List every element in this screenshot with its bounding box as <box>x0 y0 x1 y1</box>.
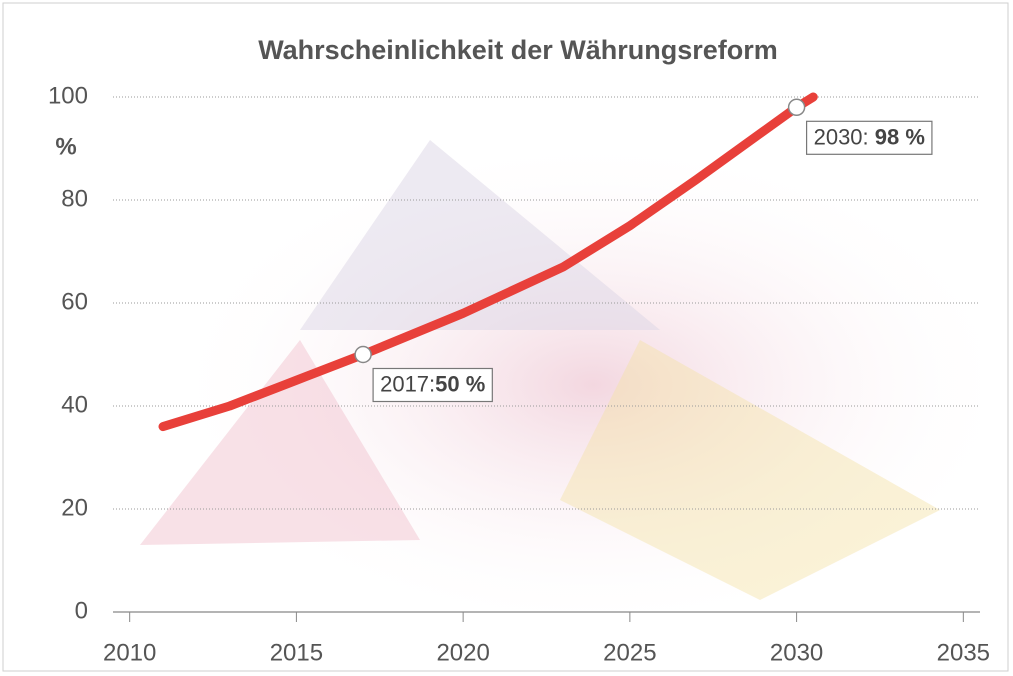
annotation-prefix: 2017: <box>380 371 435 396</box>
annotation-box <box>805 120 933 155</box>
x-tick-label: 2020 <box>436 639 489 666</box>
annotation-value: 50 % <box>435 371 485 396</box>
annotation-value: 98 % <box>875 124 925 149</box>
y-axis-label: % <box>55 133 76 160</box>
banknote <box>300 140 660 330</box>
annotation-box <box>372 367 493 403</box>
line-series <box>158 92 818 432</box>
y-tick-label: 40 <box>61 391 88 418</box>
x-tick-label: 2030 <box>770 639 823 666</box>
banknote <box>560 340 940 600</box>
y-tick-label: 20 <box>61 494 88 521</box>
annotation: 2030: 98 % <box>814 124 925 149</box>
x-tick-label: 2015 <box>270 639 323 666</box>
chart-title: Wahrscheinlichkeit der Währungsreform <box>258 35 778 65</box>
y-tick-label: 60 <box>61 288 88 315</box>
x-tick-label: 2025 <box>603 639 656 666</box>
annotation-point <box>354 345 372 364</box>
y-tick-label: 100 <box>48 82 88 109</box>
y-tick-label: 80 <box>61 185 88 212</box>
annotation-prefix: 2030: <box>814 124 875 149</box>
y-tick-label: 0 <box>75 597 88 624</box>
x-tick-label: 2035 <box>937 639 990 666</box>
annotation-point <box>787 98 806 117</box>
x-tick-label: 2010 <box>103 639 156 666</box>
annotation: 2017:50 % <box>380 371 485 396</box>
banknote <box>140 340 420 545</box>
